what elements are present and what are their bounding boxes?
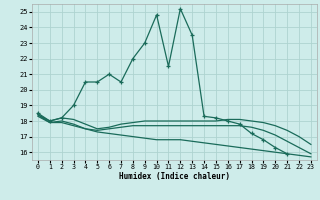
- X-axis label: Humidex (Indice chaleur): Humidex (Indice chaleur): [119, 172, 230, 181]
